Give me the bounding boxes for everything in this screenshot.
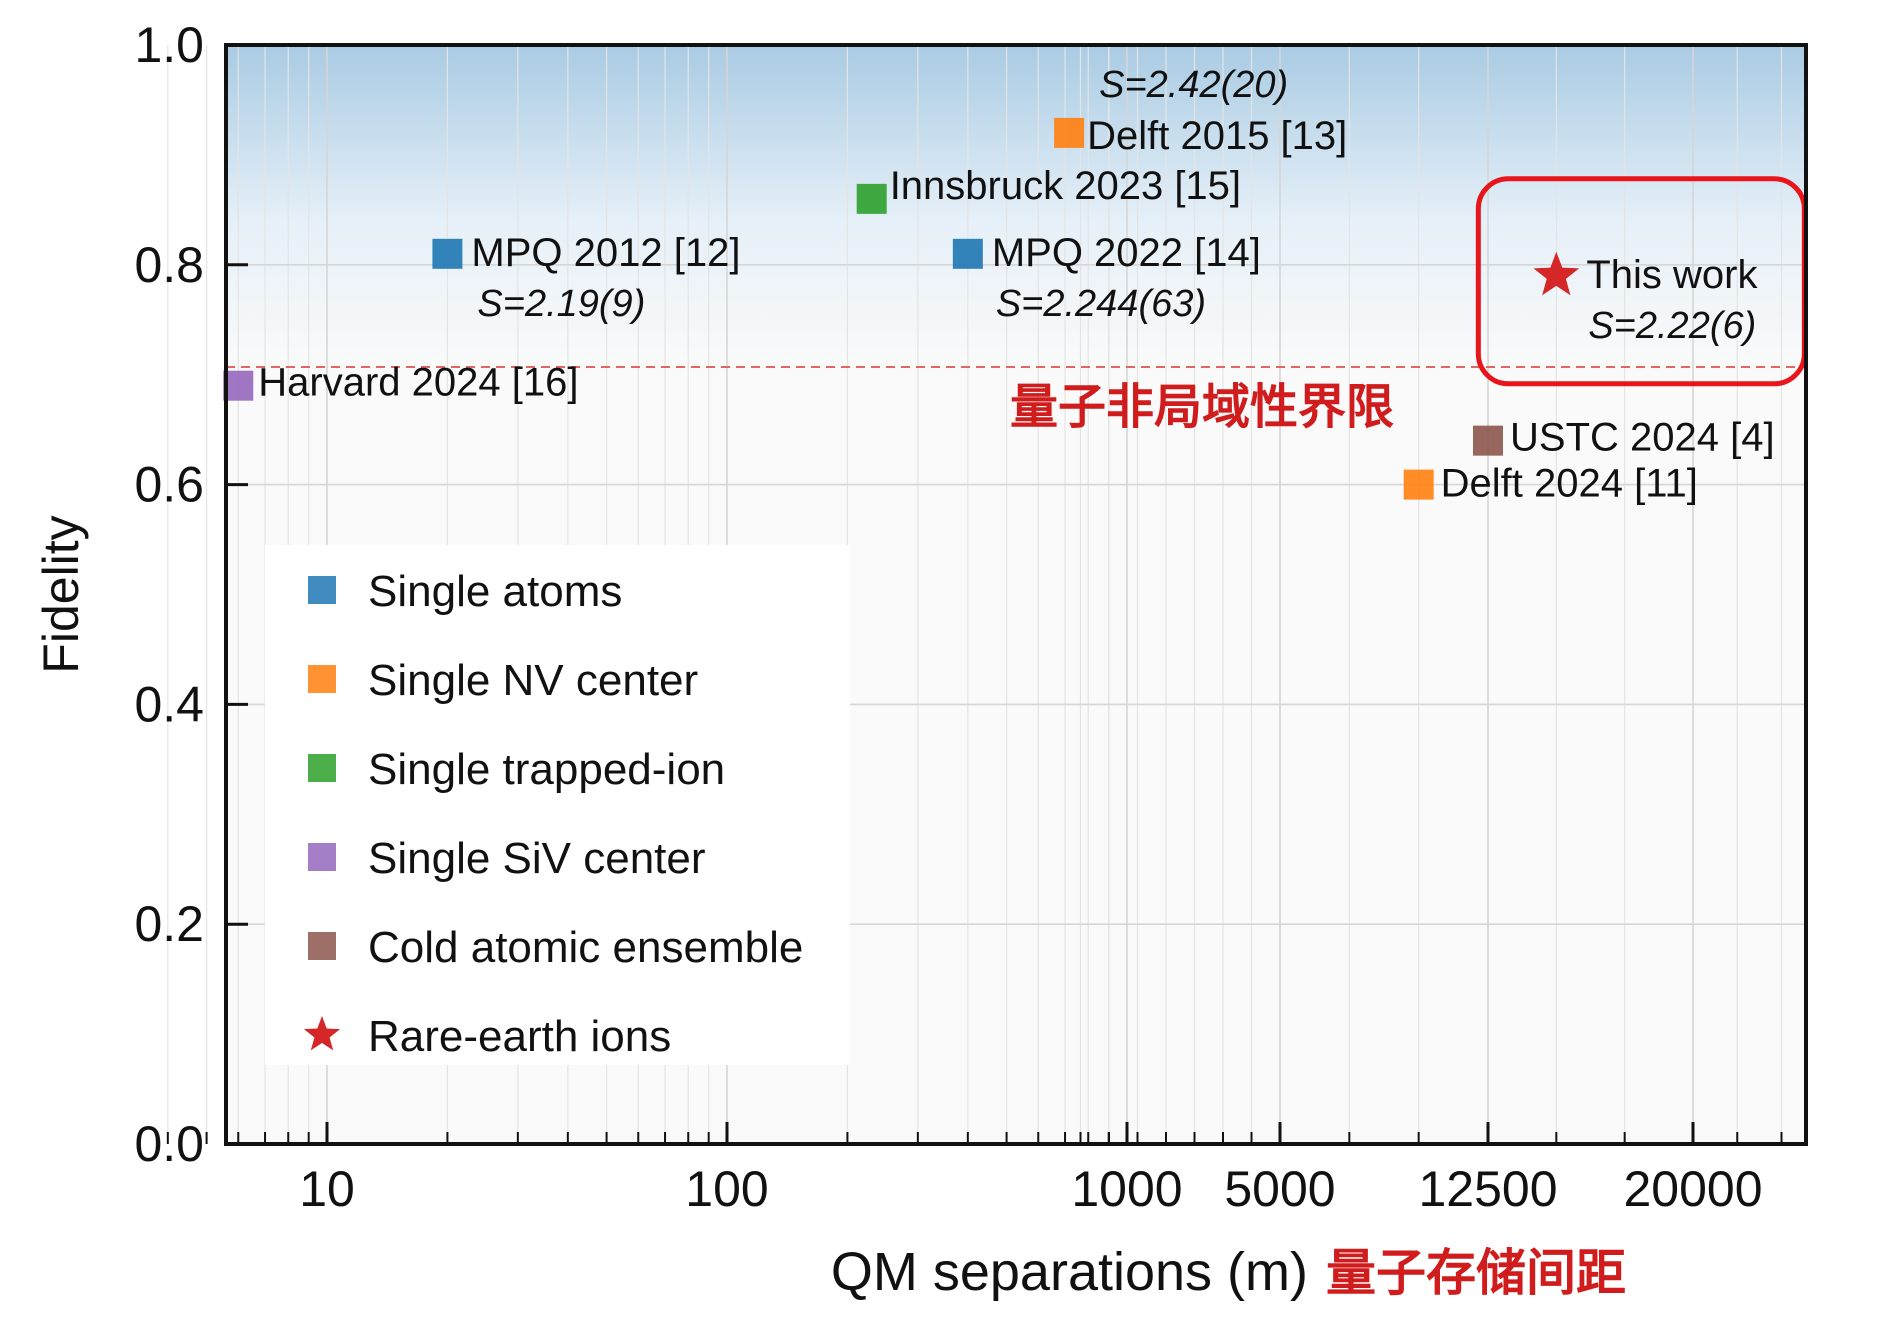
point-square-marker [1473, 425, 1503, 456]
point-s-value: S=2.42(20) [1099, 64, 1288, 106]
threshold-label: 量子非局域性界限 [1010, 381, 1394, 434]
y-axis-label: Fidelity [33, 515, 89, 673]
point-s-value: S=2.19(9) [477, 283, 645, 325]
point-s-value: S=2.244(63) [996, 283, 1206, 325]
point-s-value: S=2.22(6) [1588, 305, 1756, 347]
axis-ticks: 10 100 1000 5000 12500 20000 0.0 0.2 0.4 0.6 0.8 1.… [134, 17, 1783, 1217]
x-tick-label: 12500 [1418, 1161, 1557, 1217]
point-square-marker [856, 183, 887, 214]
point-square-marker [1403, 469, 1434, 500]
legend-square-marker [308, 665, 336, 693]
legend-square-marker [308, 754, 336, 782]
legend-entry-label: Cold atomic ensemble [368, 923, 803, 972]
legend: Single atoms Single NV center Single trapp… [265, 545, 850, 1065]
legend-box [265, 545, 850, 1065]
legend-entry-label: Single NV center [368, 656, 698, 705]
legend-entry-label: Single trapped-ion [368, 745, 725, 794]
x-axis-label-chinese: 量子存储间距 [1326, 1245, 1626, 1301]
point-label: USTC 2024 [4] [1510, 416, 1775, 460]
point-label: Harvard 2024 [16] [258, 361, 578, 405]
y-tick-label: 0.2 [134, 896, 204, 952]
point-square-marker [432, 238, 463, 269]
y-tick-label: 1.0 [134, 17, 204, 73]
point-label: Delft 2024 [11] [1441, 462, 1698, 506]
point-square-marker [223, 370, 254, 401]
legend-square-marker [308, 576, 336, 604]
y-tick-label: 0.4 [134, 676, 204, 732]
legend-entry-label: Single atoms [368, 567, 622, 616]
x-tick-label: 10 [299, 1161, 355, 1217]
point-label: MPQ 2012 [12] [471, 231, 740, 275]
legend-entry-label: Single SiV center [368, 834, 706, 883]
legend-square-marker [308, 843, 336, 871]
point-label: Innsbruck 2023 [15] [890, 164, 1241, 208]
above-threshold-shading [226, 45, 1806, 368]
y-tick-label: 0.6 [134, 457, 204, 513]
legend-square-marker [308, 932, 336, 960]
y-tick-label: 0.0 [134, 1116, 204, 1172]
point-square-marker [952, 238, 983, 269]
x-tick-label: 1000 [1071, 1161, 1182, 1217]
x-axis-label: QM separations (m) [831, 1242, 1308, 1302]
x-tick-label: 100 [685, 1161, 768, 1217]
point-square-marker [1054, 117, 1085, 148]
point-label: MPQ 2022 [14] [992, 231, 1261, 275]
point-star-marker [1533, 251, 1580, 296]
x-tick-label: 5000 [1224, 1161, 1335, 1217]
point-labels: Delft 2015 [13] S=2.42(20) Innsbruck 2023 … [258, 64, 1774, 506]
plot-frame [224, 43, 1808, 1146]
legend-entry-label: Rare-earth ions [368, 1012, 671, 1061]
point-label: This work [1586, 253, 1758, 297]
x-tick-label: 20000 [1623, 1161, 1762, 1217]
legend-star-marker [303, 1016, 341, 1051]
point-label: Delft 2015 [13] [1087, 114, 1347, 158]
y-tick-label: 0.8 [134, 237, 204, 293]
data-points [223, 117, 1580, 500]
